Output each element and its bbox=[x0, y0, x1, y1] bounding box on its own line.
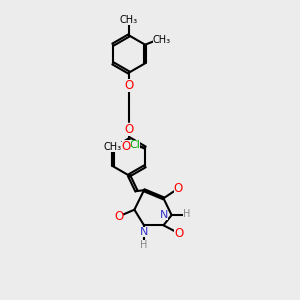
Text: Cl: Cl bbox=[129, 140, 140, 150]
Text: H: H bbox=[183, 209, 190, 219]
Text: O: O bbox=[114, 210, 123, 223]
Text: O: O bbox=[124, 79, 134, 92]
Text: O: O bbox=[122, 140, 131, 153]
Text: O: O bbox=[124, 123, 134, 136]
Text: H: H bbox=[140, 240, 148, 250]
Text: CH₃: CH₃ bbox=[104, 142, 122, 152]
Text: O: O bbox=[174, 182, 183, 195]
Text: N: N bbox=[140, 227, 148, 237]
Text: N: N bbox=[160, 209, 168, 220]
Text: CH₃: CH₃ bbox=[120, 15, 138, 26]
Text: O: O bbox=[175, 227, 184, 240]
Text: CH₃: CH₃ bbox=[152, 35, 171, 45]
